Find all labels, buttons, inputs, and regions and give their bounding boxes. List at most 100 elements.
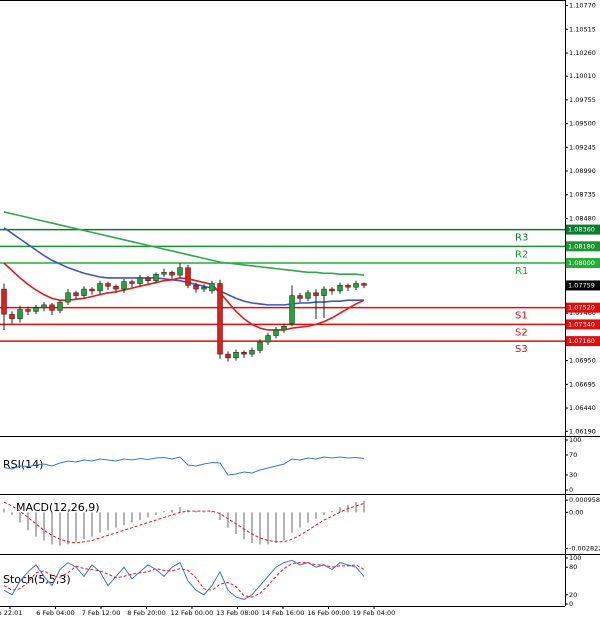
candle-body xyxy=(105,283,111,287)
y-tick-label: 1.08480 xyxy=(569,214,596,222)
macd-bar xyxy=(99,512,101,533)
macd-bar xyxy=(51,512,53,545)
macd-bar xyxy=(123,512,125,526)
macd-bar xyxy=(299,512,301,528)
x-tick-label: 6 Feb 04:00 xyxy=(36,609,75,617)
macd-bar xyxy=(91,512,93,537)
y-tick-label: -0.002822 xyxy=(569,544,600,552)
price-box xyxy=(566,258,600,269)
pivot-label: R3 xyxy=(515,233,528,244)
candle-body xyxy=(265,335,271,343)
macd-bar xyxy=(11,512,13,515)
panel-label: RSI(14) xyxy=(3,458,43,471)
price-box-label: 1.08000 xyxy=(568,259,595,267)
candle-body xyxy=(201,286,207,290)
price-box-label: 1.07520 xyxy=(568,304,595,312)
price-box-label: 1.07340 xyxy=(568,320,595,328)
y-tick-label: 0 xyxy=(569,486,573,494)
y-tick-label: 1.06695 xyxy=(569,380,596,388)
y-tick-label: 1.08735 xyxy=(569,191,596,199)
macd-bar xyxy=(219,512,221,521)
candle-body xyxy=(97,283,103,292)
macd-bar xyxy=(355,502,357,513)
macd-bar xyxy=(203,512,205,513)
macd-bar xyxy=(275,512,277,544)
indicator-line xyxy=(3,456,365,476)
macd-bar xyxy=(267,512,269,545)
candle-body xyxy=(113,286,119,290)
x-tick-label: 14 Feb 16:00 xyxy=(262,609,305,617)
y-tick-label: 70 xyxy=(569,451,577,459)
x-tick-label: 8 Feb 20:00 xyxy=(127,609,166,617)
macd-bar xyxy=(251,512,253,544)
candle-body xyxy=(209,283,215,292)
candle-body xyxy=(153,273,159,281)
moving-average xyxy=(3,227,364,306)
candle-body xyxy=(289,295,295,324)
candle-body xyxy=(241,352,247,355)
price-box xyxy=(566,319,600,330)
candle-body xyxy=(9,313,15,320)
x-tick-label: 13 Feb 08:00 xyxy=(216,609,259,617)
candle-body xyxy=(281,326,287,331)
macd-bar xyxy=(291,512,293,533)
candle-body xyxy=(337,285,343,292)
candle-body xyxy=(33,307,39,312)
macd-bar xyxy=(259,512,261,545)
y-tick-label: 1.08990 xyxy=(569,167,596,175)
y-tick-label: 1.06190 xyxy=(569,427,596,435)
candle-body xyxy=(89,288,95,292)
candle-body xyxy=(81,288,87,296)
macd-bar xyxy=(315,512,317,519)
macd-bar xyxy=(83,512,85,540)
macd-bar xyxy=(131,512,133,523)
panel-label: MACD(12,26,9) xyxy=(16,501,100,514)
y-tick-label: 1.10260 xyxy=(569,49,596,57)
macd-bar xyxy=(107,512,109,531)
y-tick-label: 30 xyxy=(569,471,577,479)
price-box-label: 1.08180 xyxy=(568,242,595,250)
candle-body xyxy=(273,329,279,336)
y-tick-label: 1.10770 xyxy=(569,2,596,10)
candle-body xyxy=(345,285,351,288)
macd-bar xyxy=(211,511,213,513)
candle-body xyxy=(41,304,47,308)
candle-body xyxy=(249,350,255,355)
candle-body xyxy=(145,277,151,281)
macd-bar xyxy=(139,512,141,521)
pivot-label: S1 xyxy=(515,311,528,322)
pivot-label: R1 xyxy=(515,266,528,277)
macd-bar xyxy=(115,512,117,528)
candle-body xyxy=(73,292,79,296)
candle-body xyxy=(233,352,239,359)
macd-bar xyxy=(339,507,341,513)
y-tick-label: 0.000958 xyxy=(569,496,600,504)
y-tick-label: 1.07460 xyxy=(569,309,596,317)
indicator-line xyxy=(3,559,365,600)
candle-body xyxy=(353,283,359,288)
y-tick-label: 20 xyxy=(569,591,577,599)
candle-body xyxy=(225,353,231,359)
y-tick-label: 100 xyxy=(569,436,581,444)
candle-body xyxy=(329,288,335,292)
macd-bar xyxy=(283,512,285,541)
candle-body xyxy=(297,295,303,299)
macd-bar xyxy=(163,511,165,513)
y-tick-label: 100 xyxy=(569,554,581,562)
price-box-label: 1.07160 xyxy=(568,337,595,345)
x-tick-label: 16 Feb 00:00 xyxy=(307,609,350,617)
candle-body xyxy=(193,285,199,290)
macd-bar xyxy=(19,512,21,523)
candle-body xyxy=(1,288,7,315)
macd-bar xyxy=(323,512,325,515)
candle-body xyxy=(313,292,319,296)
pivot-label: S2 xyxy=(515,327,528,338)
candle-body xyxy=(321,288,327,296)
x-tick-label: 19 Feb 04:00 xyxy=(353,609,396,617)
candle-body xyxy=(137,277,143,284)
last-price-box xyxy=(566,280,600,291)
macd-bar xyxy=(35,512,37,537)
candle-body xyxy=(65,292,71,303)
y-tick-label: 1.09500 xyxy=(569,120,596,128)
y-tick-label: 1.06440 xyxy=(569,404,596,412)
